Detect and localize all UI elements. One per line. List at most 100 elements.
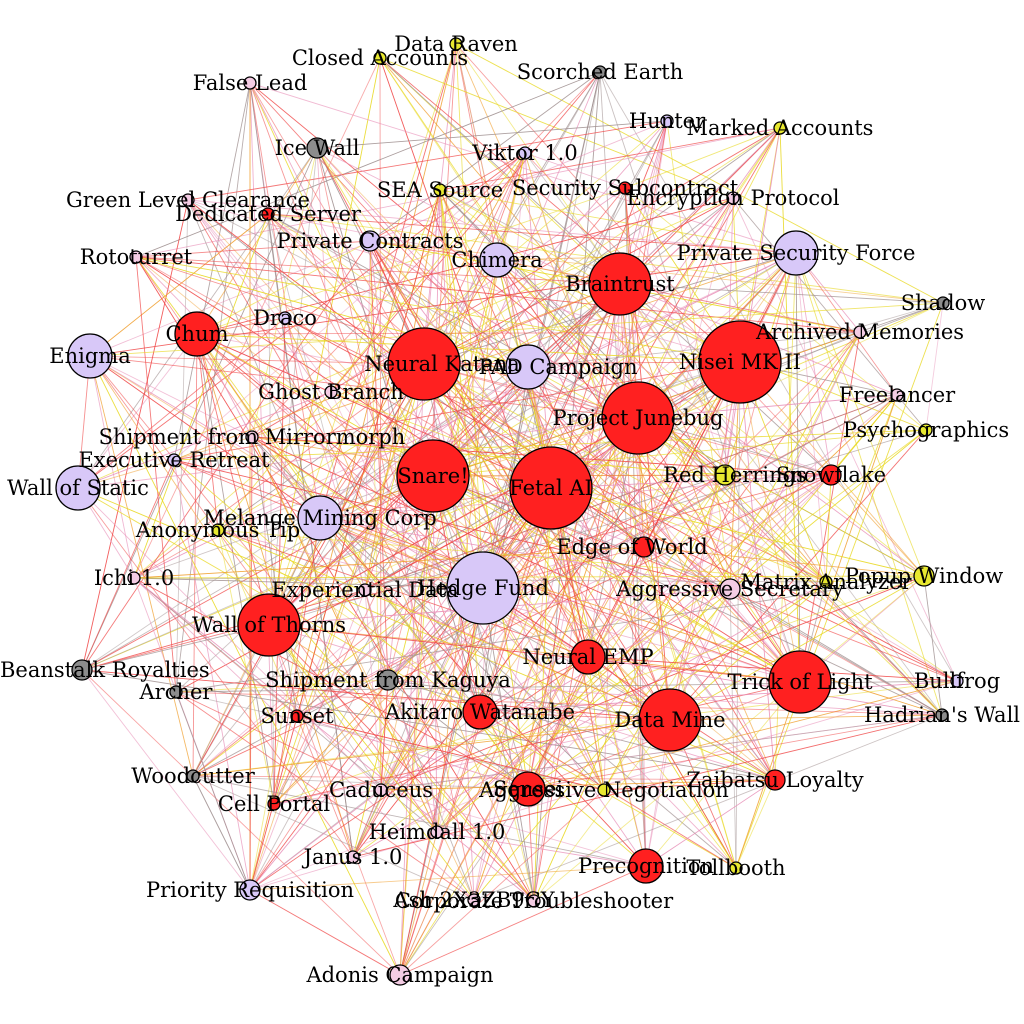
node-circle[interactable] <box>479 242 515 278</box>
node-ichi[interactable] <box>127 571 141 585</box>
node-circle[interactable] <box>853 325 867 339</box>
node-edge-of-world[interactable] <box>633 536 655 558</box>
node-circle[interactable] <box>597 783 611 797</box>
node-circle[interactable] <box>433 183 447 197</box>
node-circle[interactable] <box>237 593 301 657</box>
node-neural-emp[interactable] <box>570 639 606 675</box>
node-circle[interactable] <box>396 439 470 513</box>
node-circle[interactable] <box>278 311 292 325</box>
node-woodcutter[interactable] <box>186 769 200 783</box>
node-circle[interactable] <box>719 578 741 600</box>
node-circle[interactable] <box>169 685 183 699</box>
node-neural-katana[interactable] <box>387 327 461 401</box>
node-snowflake[interactable] <box>820 464 842 486</box>
node-archived-memories[interactable] <box>853 325 867 339</box>
node-adonis[interactable] <box>389 964 411 986</box>
node-circle[interactable] <box>714 464 736 486</box>
node-akitaro[interactable] <box>462 694 498 730</box>
node-janus[interactable] <box>346 850 360 864</box>
node-circle[interactable] <box>389 964 411 986</box>
node-psychographics[interactable] <box>919 423 933 437</box>
node-circle[interactable] <box>726 191 740 205</box>
node-circle[interactable] <box>359 230 381 252</box>
node-project-junebug[interactable] <box>601 381 675 455</box>
node-red-herrings[interactable] <box>714 464 736 486</box>
node-circle[interactable] <box>430 825 444 839</box>
node-rototurret[interactable] <box>129 250 143 264</box>
node-circle[interactable] <box>919 423 933 437</box>
node-circle[interactable] <box>601 381 675 455</box>
node-melange[interactable] <box>297 495 343 541</box>
node-aggressive-secretary[interactable] <box>719 578 741 600</box>
node-draco[interactable] <box>278 311 292 325</box>
node-heimdall[interactable] <box>430 825 444 839</box>
node-circle[interactable] <box>358 583 372 597</box>
node-circle[interactable] <box>698 320 782 404</box>
node-trick-of-light[interactable] <box>768 650 832 714</box>
node-circle[interactable] <box>527 894 541 908</box>
node-precognition[interactable] <box>628 848 664 884</box>
node-chum[interactable] <box>174 311 220 357</box>
node-circle[interactable] <box>936 296 950 310</box>
node-wall-of-static[interactable] <box>55 465 101 511</box>
node-circle[interactable] <box>467 893 481 907</box>
node-circle[interactable] <box>297 495 343 541</box>
node-circle[interactable] <box>261 207 275 221</box>
node-marked-accounts[interactable] <box>773 121 787 135</box>
node-experiential-data[interactable] <box>358 583 372 597</box>
node-ice-wall[interactable] <box>306 137 328 159</box>
node-braintrust[interactable] <box>588 252 652 316</box>
node-anonymous-tip[interactable] <box>211 523 225 537</box>
node-circle[interactable] <box>306 137 328 159</box>
node-circle[interactable] <box>324 385 338 399</box>
node-hadrians-wall[interactable] <box>935 708 949 722</box>
node-circle[interactable] <box>373 51 387 65</box>
node-circle[interactable] <box>570 639 606 675</box>
node-data-mine[interactable] <box>638 688 702 752</box>
node-circle[interactable] <box>913 565 935 587</box>
node-sea-source[interactable] <box>433 183 447 197</box>
node-circle[interactable] <box>773 121 787 135</box>
node-shipment-mirrormorph[interactable] <box>245 430 259 444</box>
node-circle[interactable] <box>518 146 532 160</box>
node-beanstalk[interactable] <box>71 659 93 681</box>
node-matrix-analyzer[interactable] <box>819 575 833 589</box>
node-private-contracts[interactable] <box>359 230 381 252</box>
node-hedge-fund[interactable] <box>446 551 520 625</box>
node-priority-requisition[interactable] <box>239 879 261 901</box>
node-sunset[interactable] <box>290 709 304 723</box>
node-encryption-protocol[interactable] <box>726 191 740 205</box>
node-circle[interactable] <box>588 252 652 316</box>
node-security-subcontract[interactable] <box>618 181 632 195</box>
node-ash[interactable] <box>467 893 481 907</box>
node-tollbooth[interactable] <box>729 861 743 875</box>
node-circle[interactable] <box>638 688 702 752</box>
node-private-security[interactable] <box>773 230 819 276</box>
node-circle[interactable] <box>129 250 143 264</box>
node-circle[interactable] <box>890 388 904 402</box>
node-circle[interactable] <box>127 571 141 585</box>
node-circle[interactable] <box>729 861 743 875</box>
node-corporate-troubleshooter[interactable] <box>527 894 541 908</box>
node-circle[interactable] <box>387 327 461 401</box>
node-circle[interactable] <box>628 848 664 884</box>
node-circle[interactable] <box>764 769 786 791</box>
node-sensei[interactable] <box>510 771 546 807</box>
node-circle[interactable] <box>211 523 225 537</box>
node-aggressive-negotiation[interactable] <box>597 783 611 797</box>
node-enigma[interactable] <box>67 333 113 379</box>
node-circle[interactable] <box>633 536 655 558</box>
node-chimera[interactable] <box>479 242 515 278</box>
node-ghost-branch[interactable] <box>324 385 338 399</box>
node-circle[interactable] <box>768 650 832 714</box>
node-circle[interactable] <box>819 575 833 589</box>
node-circle[interactable] <box>509 446 593 530</box>
node-circle[interactable] <box>935 708 949 722</box>
node-nisei[interactable] <box>698 320 782 404</box>
node-circle[interactable] <box>239 879 261 901</box>
node-circle[interactable] <box>290 709 304 723</box>
node-circle[interactable] <box>181 193 195 207</box>
node-pad-campaign[interactable] <box>505 344 551 390</box>
node-executive-retreat[interactable] <box>167 453 181 467</box>
node-circle[interactable] <box>660 114 674 128</box>
